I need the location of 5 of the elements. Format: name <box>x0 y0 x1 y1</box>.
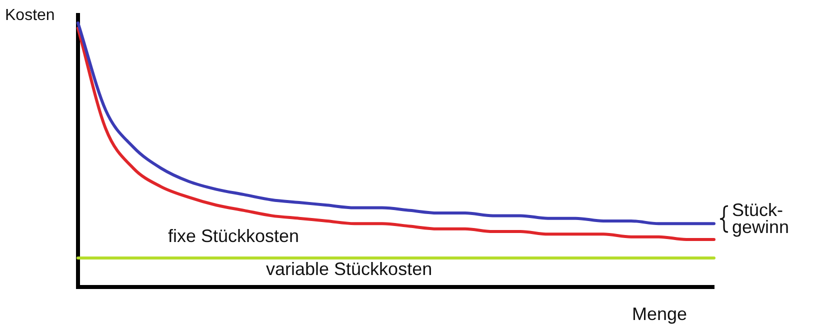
y-axis-title: Kosten <box>5 7 55 24</box>
x-axis-title: Menge <box>632 304 688 324</box>
annotation: variable Stückkosten <box>266 259 432 279</box>
annotation: fixe Stückkosten <box>168 226 300 246</box>
text: Stück- gewinn <box>732 200 790 238</box>
